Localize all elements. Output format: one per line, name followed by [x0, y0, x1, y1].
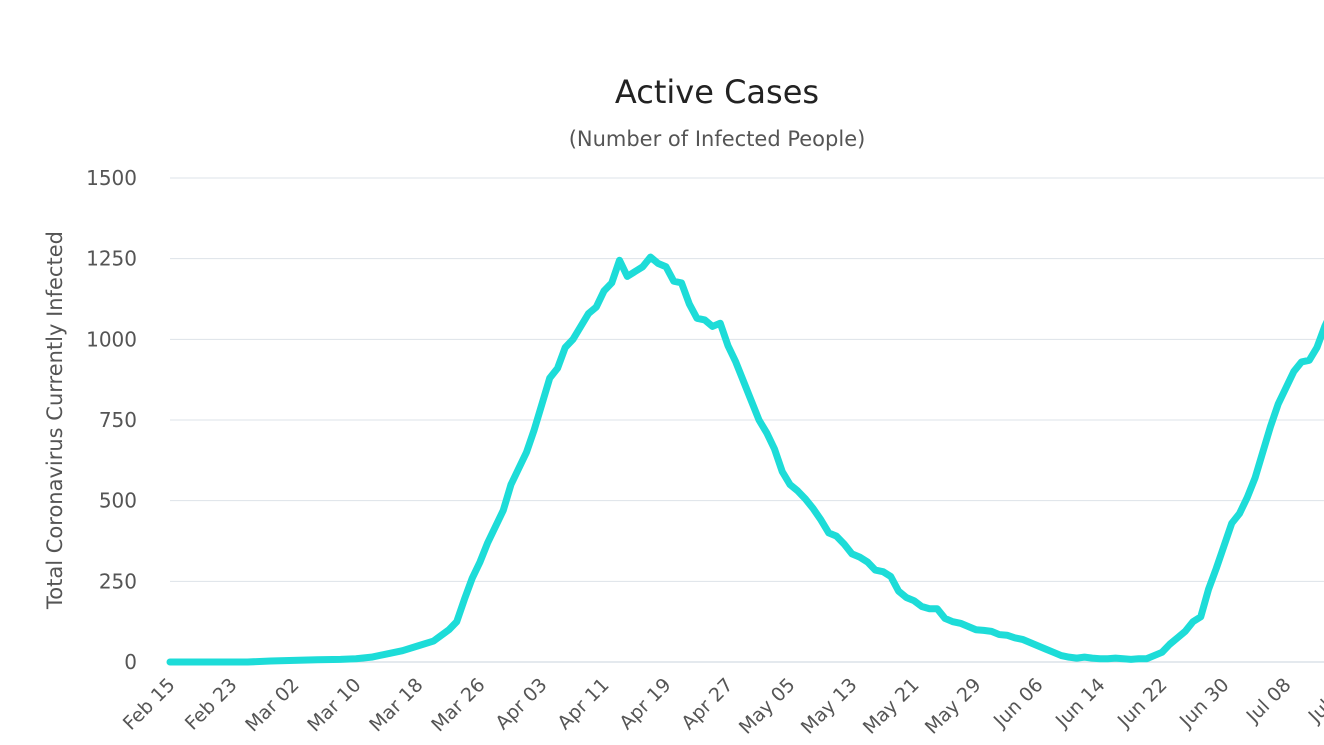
series-layer [166, 253, 1324, 666]
series-line [166, 253, 1324, 666]
y-tick-label: 0 [124, 650, 137, 674]
y-tick-label: 500 [99, 489, 137, 513]
y-tick-label: 750 [99, 408, 137, 432]
y-axis-label: Total Coronavirus Currently Infected [43, 231, 67, 610]
y-tick-label: 1500 [86, 166, 137, 190]
y-tick-label: 1000 [86, 327, 137, 351]
y-tick-labels: 0 250 500 750 1000 1250 1500 [86, 166, 137, 674]
grid-layer [170, 177, 1324, 663]
y-tick-label: 1250 [86, 247, 137, 271]
y-tick-label: 250 [99, 569, 137, 593]
chart-subtitle: (Number of Infected People) [569, 127, 866, 151]
chart-title: Active Cases [615, 73, 819, 111]
